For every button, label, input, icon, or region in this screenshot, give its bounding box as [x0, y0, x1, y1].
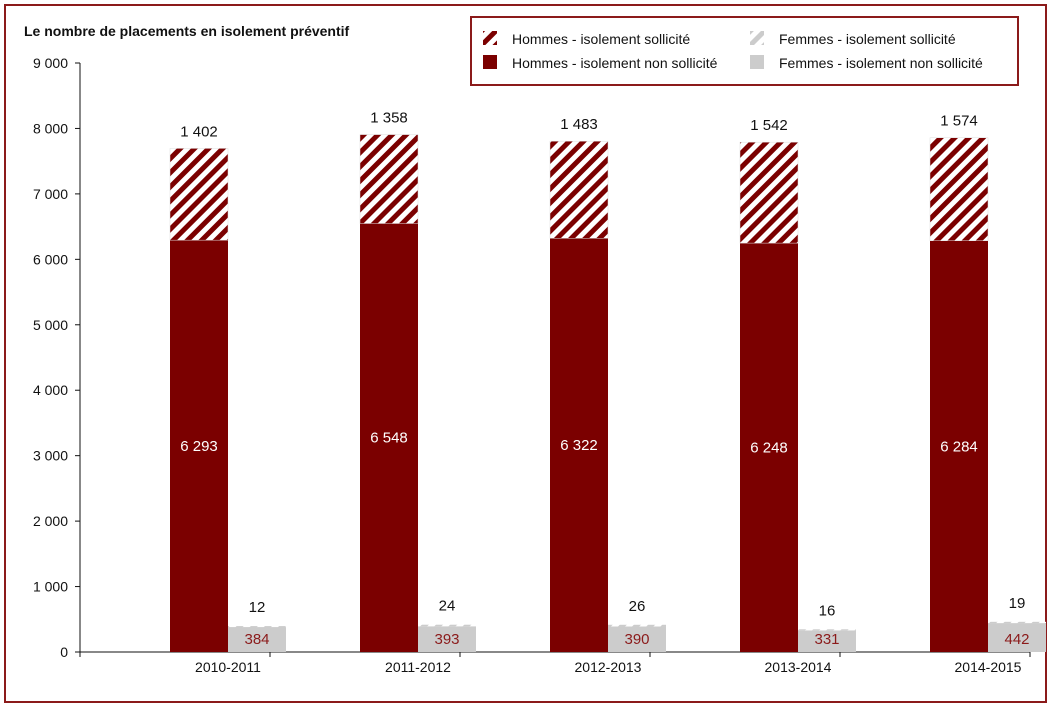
y-tick-label: 0: [60, 644, 68, 660]
data-label-men-unrequested: 6 322: [560, 437, 598, 454]
legend-item-men-requested: Hommes - isolement sollicité: [483, 31, 690, 47]
y-tick-label: 8 000: [33, 120, 68, 136]
bar-women-requested: [608, 624, 666, 627]
legend-label-women-unrequested: Femmes - isolement non sollicité: [779, 55, 983, 71]
data-label-men-unrequested: 6 293: [180, 438, 218, 455]
data-label-women-unrequested: 393: [434, 631, 459, 648]
legend-item-women-unrequested: Femmes - isolement non sollicité: [750, 55, 983, 71]
x-tick-label: 2011-2012: [385, 659, 451, 675]
data-label-women-requested: 19: [1009, 595, 1026, 612]
bar-women-requested: [798, 629, 856, 631]
y-tick-label: 5 000: [33, 317, 68, 333]
bar-men-requested: [359, 134, 419, 224]
data-label-women-unrequested: 384: [244, 631, 269, 648]
bar-men-unrequested: [550, 238, 608, 652]
y-tick-label: 7 000: [33, 186, 68, 202]
x-tick-label: 2012-2013: [575, 659, 642, 675]
legend-swatch-women-unrequested: [750, 55, 764, 69]
legend: Hommes - isolement sollicité Femmes - is…: [470, 16, 1019, 86]
data-label-men-requested: 1 358: [370, 110, 408, 127]
chart-title: Le nombre de placements en isolement pré…: [24, 23, 350, 39]
bar-men-unrequested: [170, 240, 228, 652]
data-label-women-requested: 24: [439, 598, 456, 615]
legend-item-women-requested: Femmes - isolement sollicité: [750, 31, 956, 47]
y-tick-label: 1 000: [33, 579, 68, 595]
data-label-men-requested: 1 483: [560, 116, 598, 133]
legend-swatch-women-requested: [750, 31, 764, 45]
data-label-men-unrequested: 6 284: [940, 438, 978, 455]
x-tick-label: 2014-2015: [955, 659, 1022, 675]
data-label-men-requested: 1 574: [940, 113, 978, 130]
y-tick-label: 4 000: [33, 382, 68, 398]
data-label-men-unrequested: 6 248: [750, 440, 788, 457]
legend-box: [470, 16, 1019, 86]
data-label-women-requested: 12: [249, 599, 266, 616]
x-axis: 2010-2011 2011-2012 2012-2013 2013-2014 2014…: [79, 651, 1031, 675]
data-label-women-requested: 26: [629, 598, 646, 615]
legend-label-women-requested: Femmes - isolement sollicité: [779, 31, 956, 47]
data-label-men-requested: 1 542: [750, 117, 788, 134]
data-label-men-requested: 1 402: [180, 123, 218, 140]
y-tick-label: 2 000: [33, 513, 68, 529]
bar-women-unrequested: [798, 630, 856, 652]
legend-swatch-men-requested: [483, 31, 497, 45]
data-label-women-unrequested: 442: [1004, 631, 1029, 648]
bar-women-unrequested: [418, 626, 476, 652]
x-tick-label: 2010-2011: [195, 659, 261, 675]
bars: [169, 134, 1046, 653]
bar-women-requested: [988, 621, 1046, 624]
bar-men-unrequested: [360, 223, 418, 652]
y-tick-label: 9 000: [33, 55, 68, 71]
bar-men-unrequested: [740, 243, 798, 653]
data-label-women-unrequested: 390: [624, 631, 649, 648]
bar-men-requested: [169, 148, 229, 241]
y-tick-label: 6 000: [33, 251, 68, 267]
bar-women-requested: [228, 626, 286, 628]
bar-women-requested: [418, 624, 476, 627]
bar-women-unrequested: [608, 626, 666, 652]
legend-label-men-requested: Hommes - isolement sollicité: [512, 31, 690, 47]
legend-label-men-unrequested: Hommes - isolement non sollicité: [512, 55, 718, 71]
bar-men-unrequested: [930, 240, 988, 652]
legend-swatch-men-unrequested: [483, 55, 497, 69]
y-axis: 0 1 000 2 000 3 000 4 000 5 000 6 000 7 000 8 00…: [33, 55, 81, 660]
bar-men-requested: [739, 141, 799, 244]
bar-women-unrequested: [988, 623, 1046, 652]
bar-men-requested: [929, 137, 989, 241]
data-label-women-requested: 16: [819, 602, 836, 619]
bar-men-requested: [549, 140, 609, 239]
bar-women-unrequested: [228, 626, 286, 652]
x-tick-label: 2013-2014: [765, 659, 832, 675]
data-label-women-unrequested: 331: [814, 631, 839, 648]
data-labels: 6 293 1 402 384 12 6 548 1 358 393 24 6 322 1 483…: [180, 110, 1029, 648]
data-label-men-unrequested: 6 548: [370, 430, 408, 447]
legend-item-men-unrequested: Hommes - isolement non sollicité: [483, 55, 718, 71]
y-tick-label: 3 000: [33, 448, 68, 464]
